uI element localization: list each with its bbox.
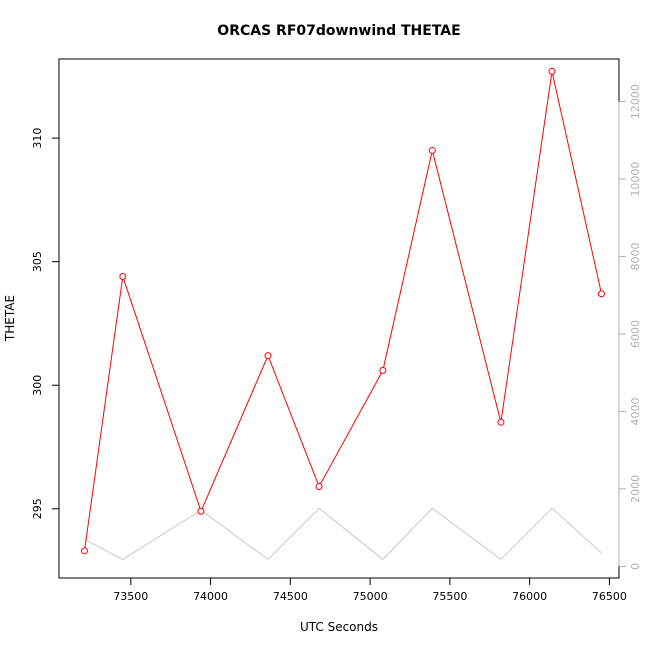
data-point	[379, 366, 387, 374]
x-axis-label: UTC Seconds	[300, 620, 378, 634]
plot-frame	[58, 58, 620, 579]
x-tick-label: 75000	[353, 590, 388, 603]
series-layer	[81, 67, 605, 561]
x-tick-label: 73500	[113, 590, 148, 603]
data-point	[119, 272, 127, 280]
x-tick-label: 74500	[273, 590, 308, 603]
x-tick-label: 74000	[193, 590, 228, 603]
series-line-right	[84, 507, 602, 561]
y2-tick-label: 6000	[629, 320, 642, 348]
y2-tick-label: 8000	[629, 243, 642, 271]
data-point	[264, 352, 272, 360]
chart-title: ORCAS RF07downwind THETAE	[217, 23, 460, 39]
y-axis-label: THETAE	[3, 295, 17, 342]
data-point	[497, 418, 505, 426]
y2-tick-label: 2000	[629, 475, 642, 503]
x-tick-label: 76500	[592, 590, 627, 603]
data-point	[548, 67, 556, 75]
y-tick-label: 310	[31, 128, 44, 149]
x-axis: 73500 74000 74500 75000 75500 76000 76500	[113, 577, 627, 603]
y2-tick-label: 4000	[629, 397, 642, 425]
y-tick-label: 305	[31, 251, 44, 272]
x-tick-label: 76000	[512, 590, 547, 603]
y-axis: 295 300 305 310	[31, 128, 60, 519]
data-point	[81, 547, 89, 555]
data-point	[315, 483, 323, 491]
data-point	[197, 507, 205, 515]
series-line-left	[84, 71, 602, 551]
y2-tick-label: 12000	[629, 84, 642, 119]
data-point	[597, 290, 605, 298]
data-point	[428, 146, 436, 154]
y2-tick-label: 10000	[629, 162, 642, 197]
y2-axis: 0 2000 4000 6000 8000 10000 12000	[618, 84, 642, 570]
x-tick-label: 75500	[432, 590, 467, 603]
y-tick-label: 295	[31, 498, 44, 519]
y2-tick-label: 0	[629, 563, 642, 570]
y-tick-label: 300	[31, 375, 44, 396]
